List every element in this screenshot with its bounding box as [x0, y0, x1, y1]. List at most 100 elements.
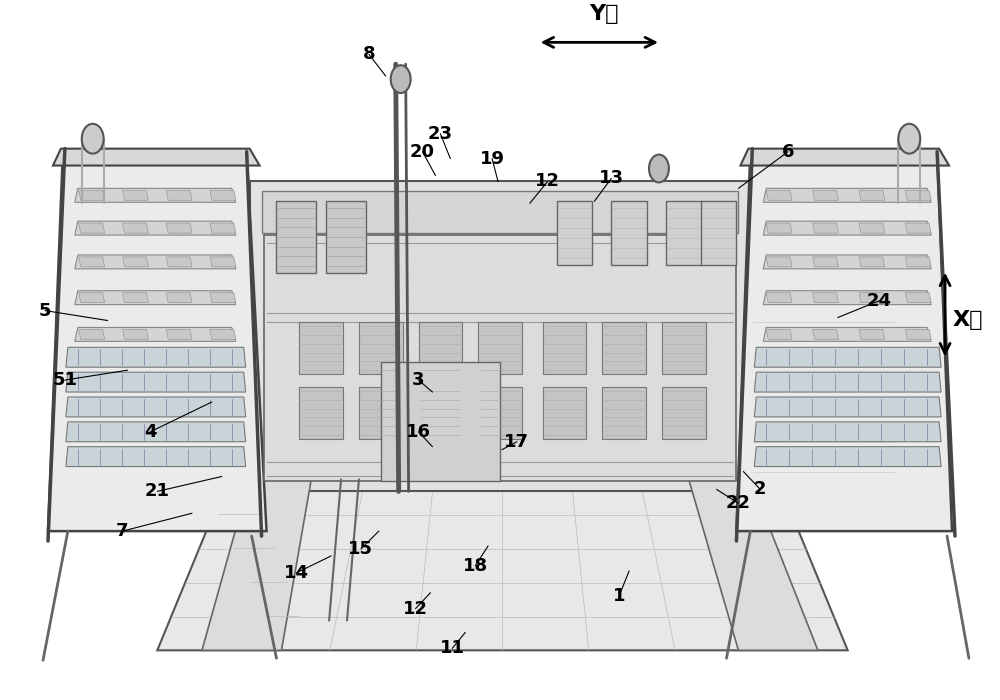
Polygon shape	[299, 323, 343, 374]
Polygon shape	[381, 362, 500, 482]
Polygon shape	[299, 387, 343, 439]
Polygon shape	[75, 290, 236, 304]
Polygon shape	[75, 188, 236, 202]
Polygon shape	[543, 387, 586, 439]
Polygon shape	[122, 330, 148, 340]
Text: Y向: Y向	[590, 4, 619, 25]
Ellipse shape	[649, 155, 669, 183]
Polygon shape	[754, 347, 941, 368]
Polygon shape	[79, 257, 105, 267]
Text: 23: 23	[428, 125, 453, 143]
Polygon shape	[66, 447, 246, 466]
Polygon shape	[754, 372, 941, 392]
Polygon shape	[859, 257, 885, 267]
Text: 1: 1	[613, 587, 625, 605]
Ellipse shape	[898, 124, 920, 153]
Polygon shape	[79, 293, 105, 302]
Polygon shape	[79, 223, 105, 233]
Ellipse shape	[82, 124, 104, 153]
Polygon shape	[602, 323, 646, 374]
Polygon shape	[754, 422, 941, 442]
Polygon shape	[813, 190, 838, 200]
Polygon shape	[210, 293, 236, 302]
Polygon shape	[813, 257, 838, 267]
Text: 21: 21	[145, 482, 170, 500]
Polygon shape	[813, 330, 838, 340]
Text: 4: 4	[144, 423, 157, 441]
Polygon shape	[859, 223, 885, 233]
Polygon shape	[210, 330, 236, 340]
Polygon shape	[122, 190, 148, 200]
Polygon shape	[905, 293, 931, 302]
Polygon shape	[740, 148, 949, 165]
Text: 7: 7	[116, 522, 129, 540]
Polygon shape	[763, 290, 931, 304]
Polygon shape	[611, 202, 647, 265]
Text: 51: 51	[52, 371, 77, 389]
Polygon shape	[763, 188, 931, 202]
Polygon shape	[813, 223, 838, 233]
Polygon shape	[122, 293, 148, 302]
Polygon shape	[766, 257, 792, 267]
Polygon shape	[66, 422, 246, 442]
Polygon shape	[859, 330, 885, 340]
Polygon shape	[905, 190, 931, 200]
Polygon shape	[166, 293, 192, 302]
Polygon shape	[79, 330, 105, 340]
Polygon shape	[210, 223, 236, 233]
Polygon shape	[763, 255, 931, 269]
Polygon shape	[419, 323, 462, 374]
Polygon shape	[662, 387, 706, 439]
Polygon shape	[48, 152, 267, 531]
Polygon shape	[359, 323, 403, 374]
Polygon shape	[766, 223, 792, 233]
Text: 17: 17	[504, 433, 529, 451]
Polygon shape	[264, 235, 736, 482]
Polygon shape	[122, 257, 148, 267]
Polygon shape	[557, 202, 592, 265]
Polygon shape	[326, 202, 366, 273]
Polygon shape	[66, 397, 246, 417]
Polygon shape	[359, 387, 403, 439]
Polygon shape	[157, 482, 848, 650]
Polygon shape	[166, 257, 192, 267]
Text: 5: 5	[39, 302, 51, 320]
Text: 16: 16	[406, 423, 431, 441]
Text: 15: 15	[348, 540, 373, 558]
Polygon shape	[766, 190, 792, 200]
Polygon shape	[859, 190, 885, 200]
Polygon shape	[419, 387, 462, 439]
Polygon shape	[79, 190, 105, 200]
Text: 8: 8	[363, 46, 375, 63]
Polygon shape	[478, 387, 522, 439]
Polygon shape	[66, 347, 246, 368]
Polygon shape	[83, 302, 252, 491]
Text: 18: 18	[463, 557, 488, 575]
Polygon shape	[210, 257, 236, 267]
Polygon shape	[666, 202, 702, 265]
Polygon shape	[122, 223, 148, 233]
Text: 11: 11	[440, 639, 465, 657]
Polygon shape	[250, 181, 750, 491]
Polygon shape	[754, 397, 941, 417]
Polygon shape	[736, 152, 952, 531]
Polygon shape	[602, 387, 646, 439]
Polygon shape	[53, 148, 260, 165]
Polygon shape	[166, 330, 192, 340]
Text: 12: 12	[535, 172, 560, 190]
Text: 22: 22	[726, 494, 751, 512]
Polygon shape	[689, 480, 818, 650]
Polygon shape	[75, 328, 236, 342]
Text: X向: X向	[953, 309, 984, 330]
Text: 13: 13	[599, 169, 624, 188]
Polygon shape	[75, 221, 236, 235]
Polygon shape	[202, 480, 311, 650]
Text: 14: 14	[284, 564, 309, 582]
Polygon shape	[754, 447, 941, 466]
Polygon shape	[905, 330, 931, 340]
Text: 12: 12	[403, 600, 428, 617]
Polygon shape	[766, 293, 792, 302]
Polygon shape	[166, 190, 192, 200]
Text: 24: 24	[867, 292, 892, 309]
Polygon shape	[210, 190, 236, 200]
